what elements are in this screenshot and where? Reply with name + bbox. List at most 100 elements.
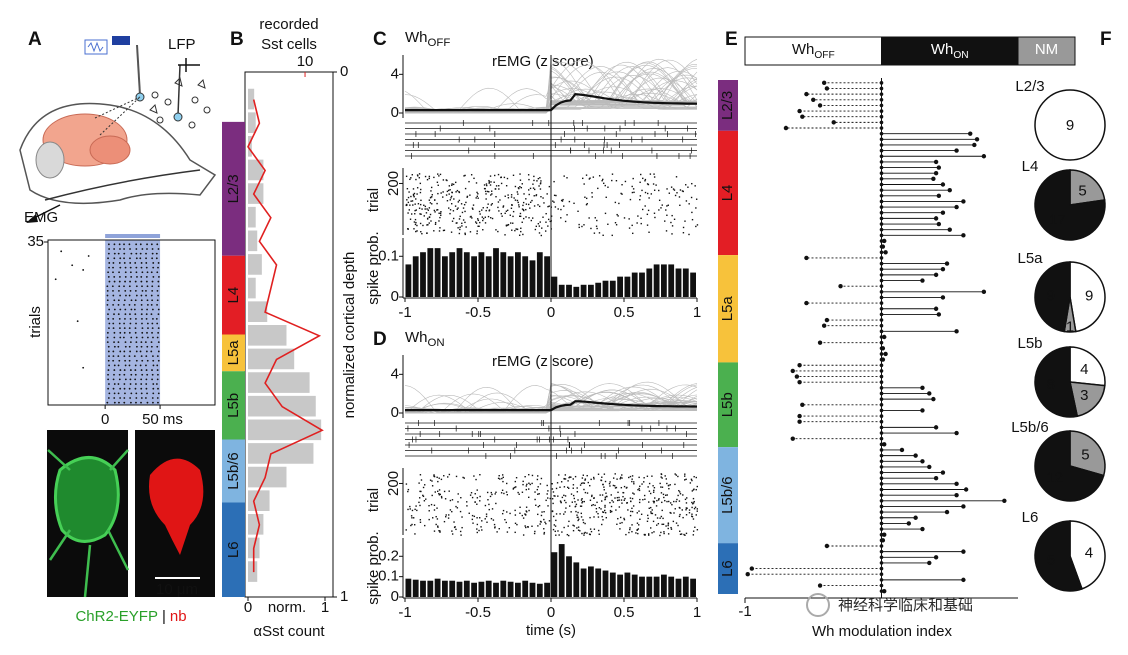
raster-dot bbox=[157, 327, 160, 330]
spike bbox=[653, 531, 655, 533]
spike bbox=[476, 528, 478, 530]
spike bbox=[593, 232, 596, 234]
y-tick-label: 0.2 bbox=[378, 547, 399, 564]
spike bbox=[603, 473, 606, 475]
depth-hist-bar bbox=[248, 254, 262, 275]
spike bbox=[567, 486, 569, 489]
spike bbox=[506, 177, 509, 180]
spike bbox=[409, 508, 411, 510]
lollipop-head bbox=[954, 492, 959, 498]
spike bbox=[656, 499, 658, 502]
raster-dot bbox=[155, 317, 158, 320]
spike bbox=[581, 225, 583, 228]
lollipop bbox=[879, 521, 911, 526]
spike bbox=[509, 214, 512, 216]
lollipop bbox=[790, 368, 884, 374]
spike bbox=[666, 482, 668, 485]
raster-dot bbox=[124, 290, 127, 292]
spike bbox=[450, 203, 453, 205]
spike bbox=[545, 212, 547, 215]
pie-value: 5 bbox=[1078, 182, 1086, 199]
spike bbox=[451, 220, 454, 222]
spike bbox=[524, 525, 526, 527]
spike bbox=[677, 494, 679, 497]
spike bbox=[428, 216, 431, 219]
raster-dot bbox=[112, 290, 114, 292]
raster-dot bbox=[124, 313, 127, 316]
spike bbox=[540, 521, 542, 523]
spike bbox=[525, 510, 527, 512]
header-label: WhON bbox=[931, 41, 969, 61]
spike bbox=[564, 474, 567, 476]
lollipop-head bbox=[882, 532, 887, 537]
spike bbox=[555, 534, 557, 536]
spike bbox=[571, 501, 574, 503]
spike bbox=[476, 230, 478, 232]
spike bbox=[527, 174, 530, 176]
pie-value: 1 bbox=[1066, 319, 1074, 336]
spike bbox=[437, 490, 439, 493]
spike bbox=[504, 195, 506, 197]
lollipop bbox=[797, 413, 884, 419]
spike bbox=[502, 480, 504, 483]
lollipop-head bbox=[933, 272, 939, 278]
spike bbox=[528, 482, 530, 484]
spike bbox=[553, 180, 555, 183]
spike bbox=[648, 482, 651, 485]
raster-dot bbox=[107, 313, 109, 316]
spike bbox=[519, 512, 521, 514]
spike bbox=[675, 500, 677, 503]
spike bbox=[657, 499, 660, 501]
lollipop bbox=[879, 453, 918, 458]
spike bbox=[664, 494, 667, 496]
spike bbox=[537, 475, 539, 477]
depth-hist-bar bbox=[248, 443, 314, 464]
spike bbox=[659, 517, 661, 519]
spike bbox=[589, 177, 591, 179]
lollipop-head bbox=[961, 549, 966, 554]
spike bbox=[591, 196, 593, 198]
spike bbox=[692, 530, 695, 532]
spike bbox=[653, 212, 656, 214]
spike bbox=[484, 518, 486, 520]
raster-dot bbox=[151, 331, 153, 334]
spike bbox=[563, 478, 565, 480]
spike bbox=[533, 188, 536, 191]
raster-dot bbox=[139, 252, 142, 255]
raster-dot bbox=[118, 378, 121, 381]
spike bbox=[642, 498, 644, 501]
spike bbox=[623, 485, 626, 488]
depth-hist-bar bbox=[248, 88, 255, 110]
spike bbox=[611, 510, 613, 513]
spike bbox=[566, 533, 569, 536]
spike bbox=[420, 188, 422, 191]
x-mid-label: norm. bbox=[268, 599, 306, 616]
spike bbox=[623, 517, 625, 520]
lollipop-head bbox=[954, 148, 959, 153]
spike bbox=[652, 520, 655, 523]
spike bbox=[666, 214, 668, 216]
spike bbox=[691, 490, 694, 492]
spike bbox=[644, 533, 646, 536]
raster-dot bbox=[118, 401, 120, 404]
spike bbox=[682, 232, 685, 234]
spike bbox=[535, 194, 538, 196]
raster-dot bbox=[145, 252, 147, 255]
spike bbox=[555, 513, 558, 515]
spike bbox=[540, 477, 543, 480]
spike bbox=[473, 475, 475, 477]
spike bbox=[479, 500, 481, 502]
spike bbox=[604, 480, 607, 483]
x-tick-label: -1 bbox=[398, 604, 411, 621]
spike bbox=[675, 176, 678, 178]
spike bbox=[433, 475, 435, 477]
raster-dot bbox=[128, 331, 131, 334]
spike bbox=[508, 527, 511, 529]
raster-dot bbox=[135, 271, 138, 274]
spike bbox=[449, 209, 452, 211]
spike bbox=[502, 206, 504, 208]
spike bbox=[652, 491, 655, 493]
spike bbox=[516, 191, 519, 193]
spike bbox=[644, 191, 647, 194]
pie-slice bbox=[1034, 346, 1079, 418]
